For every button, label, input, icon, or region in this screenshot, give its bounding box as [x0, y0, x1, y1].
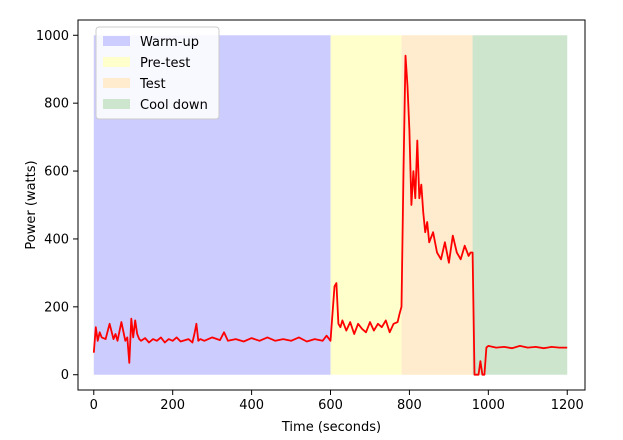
y-tick-label: 200 — [44, 300, 69, 315]
y-tick-label: 600 — [44, 165, 69, 180]
legend-swatch — [103, 99, 130, 109]
y-tick-label: 800 — [44, 97, 69, 112]
x-axis-label: Time (seconds) — [281, 420, 381, 435]
y-axis-label: Power (watts) — [24, 160, 39, 249]
legend-swatch — [103, 78, 130, 88]
phase-region-cool-down — [472, 35, 568, 375]
plot-frame — [77, 19, 586, 391]
legend-label: Cool down — [140, 98, 208, 113]
y-tick-label: 1000 — [36, 29, 69, 44]
legend-swatch — [103, 36, 130, 46]
legend-label: Test — [139, 77, 166, 92]
legend-label: Warm-up — [140, 35, 199, 50]
x-tick-label: 1200 — [551, 398, 584, 413]
x-tick-label: 600 — [318, 398, 343, 413]
legend-box — [95, 26, 220, 120]
x-tick-label: 400 — [239, 398, 264, 413]
x-tick-label: 200 — [160, 398, 185, 413]
x-tick-label: 0 — [90, 398, 98, 413]
y-tick-label: 0 — [61, 368, 69, 383]
y-tick-label: 400 — [44, 232, 69, 247]
x-tick-label: 1000 — [472, 398, 505, 413]
phase-region-test — [401, 35, 473, 375]
x-tick-label: 800 — [397, 398, 422, 413]
phase-region-pre-test — [330, 35, 402, 375]
legend-label: Pre-test — [140, 56, 190, 71]
power-series-line — [92, 54, 568, 376]
legend-swatch — [103, 57, 130, 67]
